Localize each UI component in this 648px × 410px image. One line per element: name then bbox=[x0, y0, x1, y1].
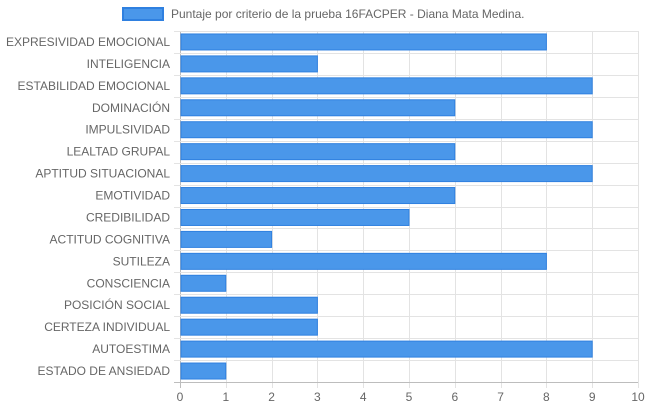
category-label: SUTILEZA bbox=[113, 254, 170, 268]
legend-label: Puntaje por criterio de la prueba 16FACP… bbox=[171, 7, 525, 21]
category-label: ACTITUD COGNITIVA bbox=[50, 232, 170, 246]
x-tick-label: 7 bbox=[497, 390, 504, 404]
x-tick-label: 2 bbox=[268, 390, 275, 404]
bar[interactable] bbox=[180, 121, 593, 139]
bar[interactable] bbox=[180, 296, 318, 314]
bar[interactable] bbox=[180, 252, 547, 270]
x-tick-label: 1 bbox=[222, 390, 229, 404]
bar[interactable] bbox=[180, 208, 410, 226]
x-tick-label: 5 bbox=[406, 390, 413, 404]
category-label: EMOTIVIDAD bbox=[95, 189, 170, 203]
x-tick-label: 0 bbox=[177, 390, 184, 404]
bar[interactable] bbox=[180, 230, 273, 248]
bar[interactable] bbox=[180, 187, 456, 205]
x-tick-label: 3 bbox=[314, 390, 321, 404]
category-label: ESTADO DE ANSIEDAD bbox=[38, 364, 171, 378]
category-label: ESTABILIDAD EMOCIONAL bbox=[18, 79, 171, 93]
bar[interactable] bbox=[180, 143, 456, 161]
x-tick-label: 6 bbox=[451, 390, 458, 404]
category-label: CREDIBILIDAD bbox=[86, 210, 170, 224]
category-label: AUTOESTIMA bbox=[92, 342, 170, 356]
bar[interactable] bbox=[180, 318, 318, 336]
x-axis-ticks: 0 1 2 3 4 5 6 7 8 9 10 bbox=[177, 390, 645, 404]
bar[interactable] bbox=[180, 274, 227, 292]
bar[interactable] bbox=[180, 165, 593, 183]
legend[interactable]: Puntaje por criterio de la prueba 16FACP… bbox=[122, 7, 525, 21]
bars bbox=[180, 33, 593, 380]
category-label: IMPULSIVIDAD bbox=[85, 123, 170, 137]
category-label: APTITUD SITUACIONAL bbox=[35, 167, 170, 181]
x-tick-label: 9 bbox=[589, 390, 596, 404]
bar[interactable] bbox=[180, 55, 318, 73]
category-label: CERTEZA INDIVIDUAL bbox=[44, 320, 170, 334]
x-tick-label: 8 bbox=[543, 390, 550, 404]
category-label: DOMINACIÓN bbox=[92, 100, 170, 115]
bar[interactable] bbox=[180, 77, 593, 95]
bar[interactable] bbox=[180, 362, 227, 380]
category-label: EXPRESIVIDAD EMOCIONAL bbox=[6, 35, 170, 49]
category-label: INTELIGENCIA bbox=[87, 57, 170, 71]
x-tick-label: 10 bbox=[631, 390, 645, 404]
category-label: POSICIÓN SOCIAL bbox=[64, 297, 170, 312]
category-label: LEALTAD GRUPAL bbox=[67, 145, 171, 159]
bar[interactable] bbox=[180, 99, 456, 117]
category-labels: EXPRESIVIDAD EMOCIONAL INTELIGENCIA ESTABI… bbox=[6, 35, 170, 378]
legend-swatch bbox=[122, 7, 164, 21]
bar[interactable] bbox=[180, 340, 593, 358]
category-label: CONSCIENCIA bbox=[87, 276, 170, 290]
bar[interactable] bbox=[180, 33, 547, 51]
x-tick-label: 4 bbox=[360, 390, 367, 404]
